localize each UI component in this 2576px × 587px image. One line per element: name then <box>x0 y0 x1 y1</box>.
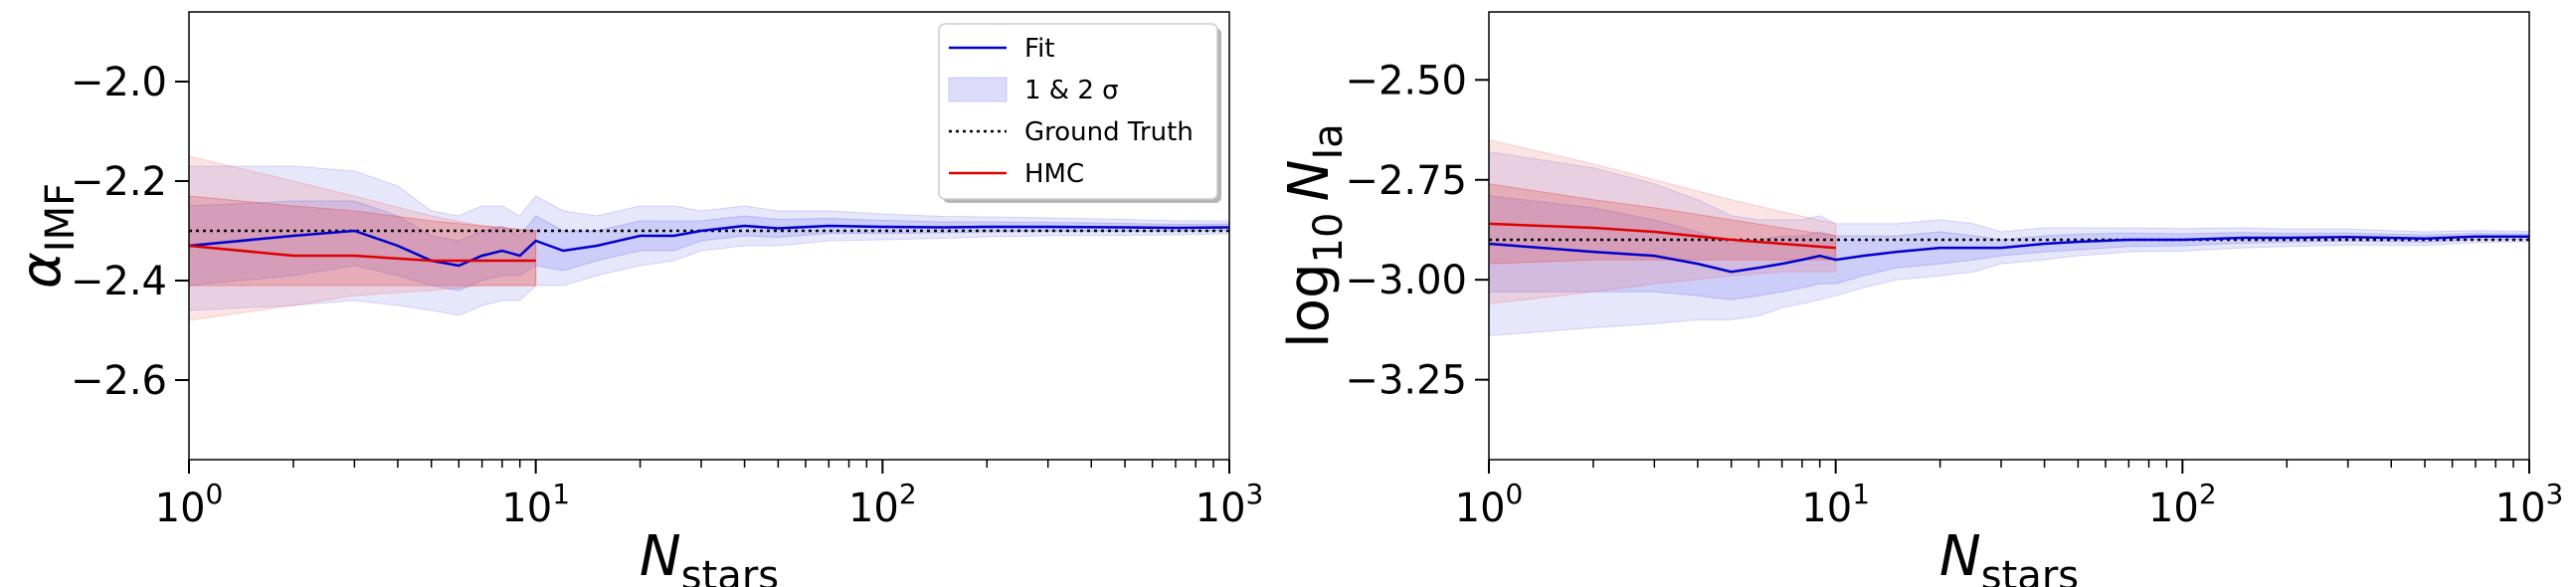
legend: Fit 1 & 2 σ Ground Truth HMC <box>938 23 1221 203</box>
y-tick-label: −2.2 <box>71 159 167 205</box>
fit-2sigma-band <box>189 165 1229 316</box>
y-tick-label: −2.0 <box>71 60 167 105</box>
x-tick-label-base: 10 <box>155 486 206 531</box>
log-nia-panel: 100 101 102 103−2.50−2.75−3.00−3.25Nstarslo… <box>1277 11 2564 587</box>
x-tick-label: 102 <box>848 478 917 531</box>
x-tick-label-base: 10 <box>1801 486 1852 531</box>
y-axis-label-main: N <box>1277 159 1342 212</box>
x-tick-label: 100 <box>1455 478 1524 531</box>
plot-area <box>1489 139 2529 336</box>
x-tick-label-exponent: 3 <box>1246 478 1264 510</box>
x-tick-label-base: 10 <box>2495 486 2546 531</box>
x-tick-label: 102 <box>2148 478 2217 531</box>
x-axis-label: Nstars <box>640 524 779 587</box>
fit-2sigma-band <box>1489 151 2529 336</box>
x-tick-label: 103 <box>2495 478 2564 531</box>
x-tick-label-exponent: 0 <box>206 478 224 510</box>
x-tick-label: 103 <box>1196 478 1264 531</box>
fit-line <box>1489 235 2529 274</box>
legend-entry-label: 1 & 2 σ <box>1024 76 1119 105</box>
plot-area <box>189 155 1229 321</box>
axes-frame <box>188 11 1230 461</box>
y-tick-label: −3.00 <box>1345 258 1467 303</box>
y-axis-label-prefix: log <box>1277 263 1342 347</box>
legend-entry-label: HMC <box>1024 159 1084 189</box>
y-axis-label-main: α <box>9 252 74 289</box>
legend-entry-label: Fit <box>1024 34 1054 64</box>
x-axis-label-main: N <box>1939 524 1981 587</box>
y-tick-label: −2.75 <box>1345 158 1467 204</box>
x-tick-label-exponent: 1 <box>552 478 570 510</box>
x-tick-label: 101 <box>1801 478 1870 531</box>
x-axis-label-main: N <box>640 524 681 587</box>
hmc-line <box>189 244 536 263</box>
y-tick-label: −2.50 <box>1345 58 1467 103</box>
legend-entry-label: Ground Truth <box>1024 117 1194 147</box>
x-tick-label: 100 <box>155 478 224 531</box>
x-axis-label: Nstars <box>1939 524 2079 587</box>
x-tick-label-exponent: 2 <box>2199 478 2217 510</box>
hmc-2sigma-band <box>1489 139 1837 304</box>
x-tick-label: 101 <box>501 478 570 531</box>
hmc-2sigma-band <box>189 155 537 321</box>
legend-swatch-band <box>948 77 1008 102</box>
y-tick-label: −3.25 <box>1345 358 1467 404</box>
y-axis-label-subscript: IMF <box>38 183 84 252</box>
x-tick-label-exponent: 2 <box>899 478 917 510</box>
axes-frame <box>1488 11 2530 461</box>
x-tick-label-exponent: 0 <box>1506 478 1524 510</box>
x-tick-label-base: 10 <box>1196 486 1246 531</box>
y-axis-label: αIMF <box>9 183 84 289</box>
x-tick-label-base: 10 <box>2148 486 2199 531</box>
x-axis-label-subscript: stars <box>681 553 779 587</box>
x-tick-label-base: 10 <box>1455 486 1506 531</box>
x-tick-label-exponent: 1 <box>1852 478 1870 510</box>
x-axis-label-subscript: stars <box>1981 553 2079 587</box>
y-axis-label-prefix-subscript: 10 <box>1306 213 1352 264</box>
hmc-line <box>1489 222 1836 250</box>
y-axis-label: log10 NIa <box>1277 123 1352 348</box>
x-tick-label-base: 10 <box>501 486 552 531</box>
alpha-imf-panel: 100 101 102 103−2.0−2.2−2.4−2.6NstarsαIMFFi… <box>9 11 1264 587</box>
x-tick-label-exponent: 3 <box>2546 478 2564 510</box>
legend-box <box>938 23 1218 200</box>
y-axis-label-subscript: Ia <box>1306 123 1352 159</box>
y-tick-label: −2.4 <box>71 259 167 304</box>
fit-1sigma-band <box>189 200 1229 292</box>
y-tick-label: −2.6 <box>71 358 167 404</box>
x-tick-label-base: 10 <box>848 486 899 531</box>
